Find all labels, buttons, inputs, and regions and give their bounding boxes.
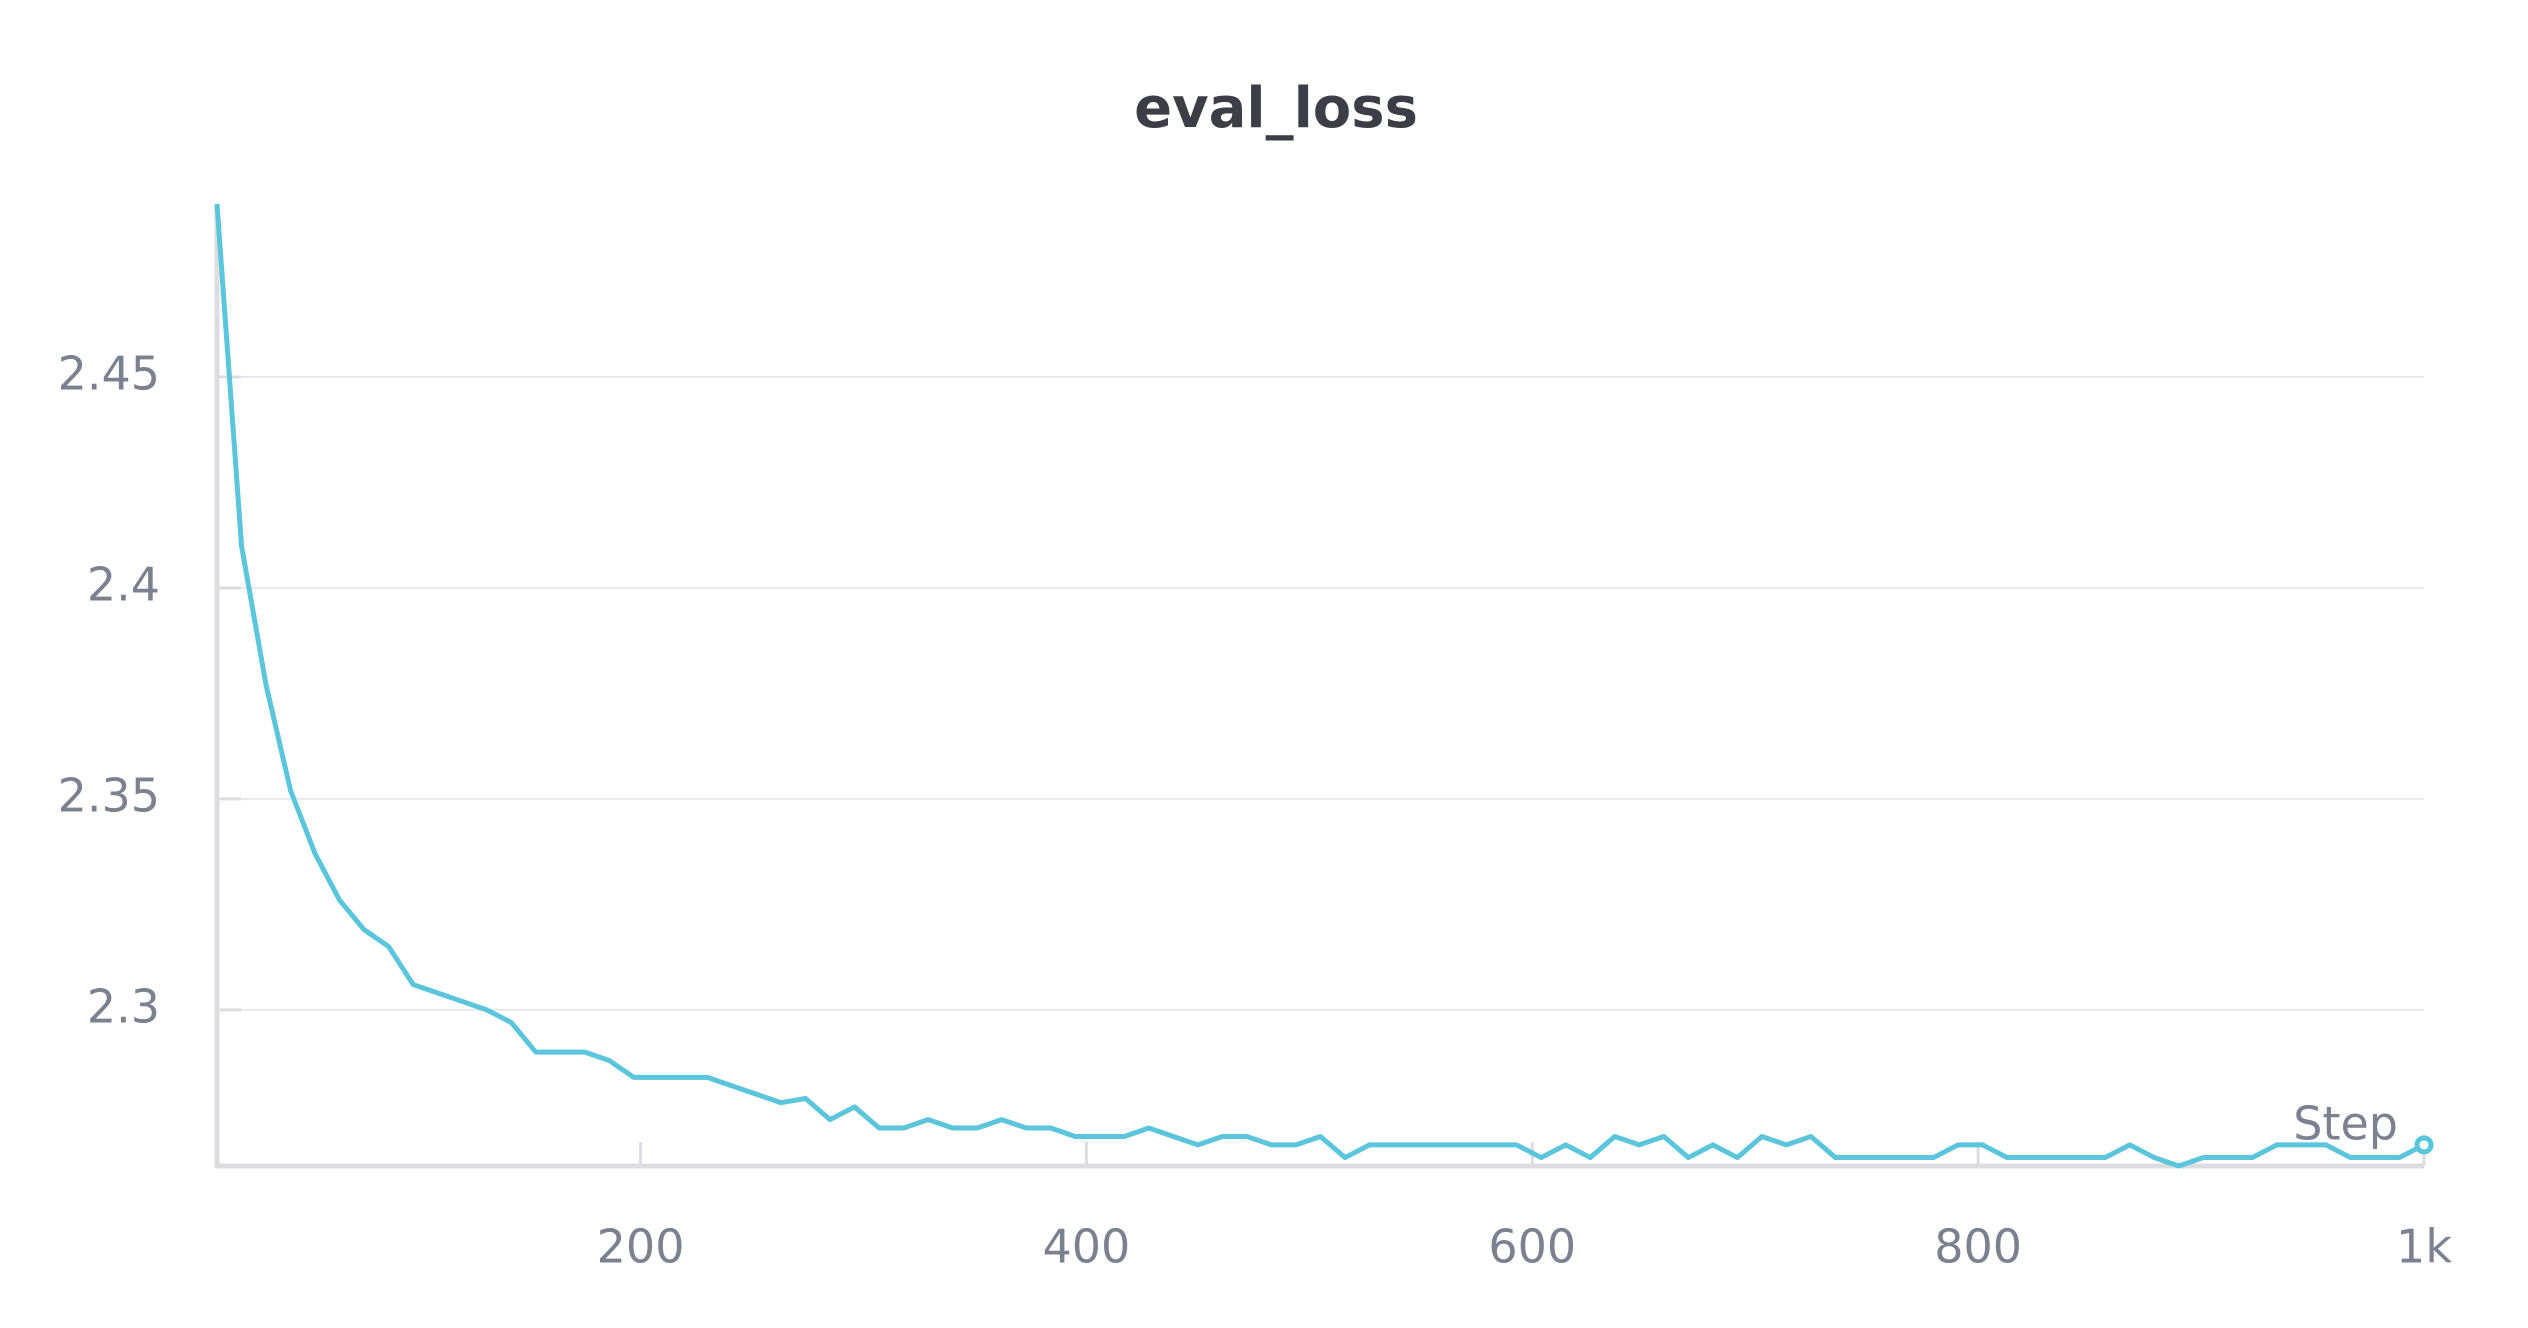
y-tick-label: 2.35 xyxy=(58,768,160,822)
y-tick-label: 2.4 xyxy=(87,557,160,611)
line xyxy=(214,203,2426,1169)
x-tick-label: 800 xyxy=(1934,1220,2022,1274)
x-tick-label: 600 xyxy=(1488,1220,1576,1274)
chart-title: eval_loss xyxy=(1134,76,1418,141)
y-tick-label: 2.3 xyxy=(87,979,160,1033)
x-tick-label: 1k xyxy=(2396,1220,2452,1274)
y-tick-label: 2.45 xyxy=(58,346,160,400)
end-point xyxy=(2414,1135,2434,1155)
x-tick-label: 400 xyxy=(1043,1220,1131,1274)
x-tick-label: 200 xyxy=(597,1220,685,1274)
x-axis-label: Step xyxy=(2293,1097,2398,1151)
